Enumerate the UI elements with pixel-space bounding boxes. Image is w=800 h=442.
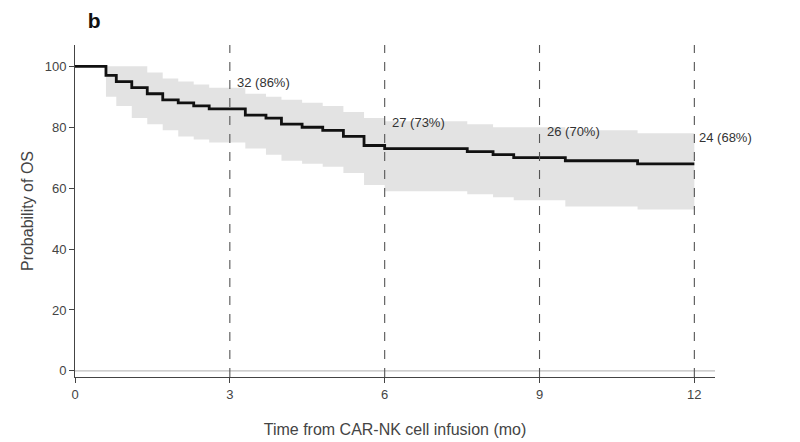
- svg-text:100: 100: [45, 59, 67, 74]
- svg-text:27 (73%): 27 (73%): [392, 115, 445, 130]
- svg-text:80: 80: [52, 120, 66, 135]
- svg-text:Time from CAR-NK cell infusion: Time from CAR-NK cell infusion (mo): [264, 421, 527, 438]
- svg-text:40: 40: [52, 242, 66, 257]
- svg-text:6: 6: [381, 387, 388, 402]
- svg-text:b: b: [88, 9, 101, 32]
- svg-text:24 (68%): 24 (68%): [699, 130, 752, 145]
- svg-text:0: 0: [71, 387, 78, 402]
- svg-text:26 (70%): 26 (70%): [547, 124, 600, 139]
- svg-text:20: 20: [52, 303, 66, 318]
- svg-text:Probability of OS: Probability of OS: [19, 151, 36, 271]
- svg-text:60: 60: [52, 181, 66, 196]
- svg-text:0: 0: [59, 363, 66, 378]
- svg-text:32 (86%): 32 (86%): [237, 75, 290, 90]
- svg-text:12: 12: [687, 387, 701, 402]
- svg-text:9: 9: [536, 387, 543, 402]
- svg-text:3: 3: [226, 387, 233, 402]
